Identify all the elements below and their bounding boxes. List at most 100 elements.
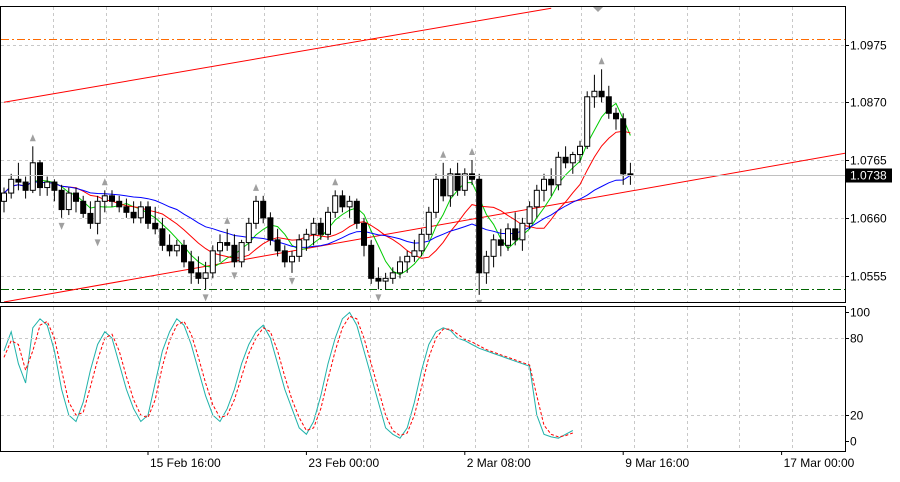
candle-body[interactable] (534, 190, 539, 207)
candle-body[interactable] (498, 240, 503, 246)
candle-body[interactable] (347, 201, 352, 207)
candle-body[interactable] (448, 174, 453, 196)
candle-body[interactable] (563, 157, 568, 163)
candle-body[interactable] (390, 273, 395, 279)
candle-body[interactable] (340, 196, 345, 207)
fractal-down-marker (203, 294, 209, 301)
candle-body[interactable] (614, 113, 619, 119)
candle-body[interactable] (9, 179, 14, 193)
candle-body[interactable] (556, 157, 561, 185)
candle-body[interactable] (455, 174, 460, 191)
candle-body[interactable] (405, 256, 410, 262)
candle-body[interactable] (102, 196, 107, 202)
candle-body[interactable] (369, 245, 374, 278)
fractal-up-marker (332, 178, 338, 185)
candle-body[interactable] (419, 234, 424, 251)
candle-body[interactable] (628, 174, 633, 175)
candle-body[interactable] (66, 193, 71, 210)
trendline[interactable] (4, 8, 551, 102)
candle-body[interactable] (210, 251, 215, 273)
candle-body[interactable] (59, 190, 64, 209)
candle-body[interactable] (441, 179, 446, 196)
candle-body[interactable] (578, 146, 583, 154)
candle-body[interactable] (282, 251, 287, 262)
candle-body[interactable] (30, 163, 35, 191)
candle-body[interactable] (513, 229, 518, 240)
candle-body[interactable] (239, 243, 244, 262)
candle-body[interactable] (138, 207, 143, 218)
candle-body[interactable] (117, 201, 122, 207)
candle-body[interactable] (484, 256, 489, 273)
candle-body[interactable] (477, 179, 482, 273)
candle-body[interactable] (203, 273, 208, 279)
osc-tick-label: 80 (850, 332, 864, 346)
candle-body[interactable] (124, 207, 129, 213)
candle-body[interactable] (160, 229, 165, 246)
candle-body[interactable] (131, 212, 136, 218)
candle-body[interactable] (218, 243, 223, 251)
candle-body[interactable] (376, 278, 381, 281)
candle-body[interactable] (182, 245, 187, 262)
candle-body[interactable] (383, 278, 388, 281)
candle-body[interactable] (491, 240, 496, 257)
candle-body[interactable] (153, 223, 158, 229)
candle-body[interactable] (81, 201, 86, 213)
candle-body[interactable] (146, 207, 151, 224)
fractal-down-marker (375, 294, 381, 301)
candle-body[interactable] (261, 201, 266, 218)
chart-shift-marker-icon[interactable] (593, 7, 603, 12)
candle-body[interactable] (290, 256, 295, 262)
candle-body[interactable] (225, 243, 230, 246)
candle-body[interactable] (2, 193, 7, 201)
candle-body[interactable] (95, 201, 100, 223)
candle-body[interactable] (606, 97, 611, 114)
candle-body[interactable] (354, 201, 359, 223)
candle-body[interactable] (520, 223, 525, 240)
candle-body[interactable] (232, 245, 237, 262)
candle-body[interactable] (398, 262, 403, 273)
candle-body[interactable] (434, 179, 439, 212)
candle-body[interactable] (462, 174, 467, 191)
axes: 1.09751.08701.07651.06601.05551.07381008… (0, 39, 900, 471)
candle-body[interactable] (470, 174, 475, 180)
candle-body[interactable] (246, 223, 251, 242)
candle-body[interactable] (318, 223, 323, 234)
candle-body[interactable] (196, 273, 201, 279)
x-tick-label: 2 Mar 08:00 (467, 456, 531, 470)
candle-body[interactable] (268, 218, 273, 240)
candle-body[interactable] (412, 251, 417, 257)
price-panel[interactable] (1, 7, 900, 307)
candle-body[interactable] (362, 223, 367, 245)
candle-body[interactable] (549, 179, 554, 185)
candle-body[interactable] (542, 179, 547, 190)
candle-body[interactable] (23, 182, 28, 190)
candle-body[interactable] (174, 245, 179, 251)
candle-body[interactable] (254, 201, 259, 223)
candle-body[interactable] (426, 212, 431, 234)
candle-body[interactable] (88, 213, 93, 223)
candle-body[interactable] (74, 193, 79, 201)
candle-body[interactable] (506, 229, 511, 246)
candle-body[interactable] (621, 119, 626, 174)
candle-body[interactable] (167, 245, 172, 251)
candle-body[interactable] (585, 97, 590, 147)
candle-body[interactable] (16, 179, 21, 182)
candle-body[interactable] (599, 91, 604, 97)
candle-body[interactable] (110, 196, 115, 202)
candle-body[interactable] (304, 234, 309, 240)
osc-plot-area (4, 312, 573, 438)
candle-body[interactable] (45, 182, 50, 188)
candle-body[interactable] (297, 240, 302, 257)
candle-body[interactable] (189, 262, 194, 273)
candle-body[interactable] (527, 207, 532, 224)
candle-body[interactable] (311, 223, 316, 234)
oscillator-panel[interactable] (1, 307, 846, 452)
candle-body[interactable] (52, 182, 57, 190)
candle-body[interactable] (333, 196, 338, 213)
candle-body[interactable] (570, 155, 575, 163)
candle-body[interactable] (275, 240, 280, 251)
candle-body[interactable] (592, 91, 597, 97)
candle-body[interactable] (326, 212, 331, 234)
